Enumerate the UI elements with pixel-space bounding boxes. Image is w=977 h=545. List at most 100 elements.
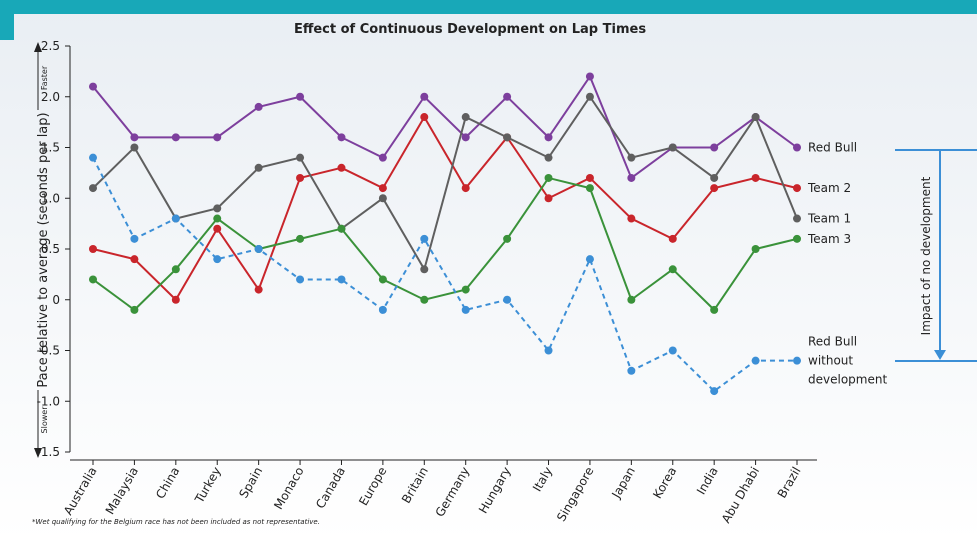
point [461, 133, 470, 142]
y-axis-label: Pace relative to average (seconds per la… [36, 112, 51, 387]
point [627, 153, 636, 162]
point [710, 184, 719, 193]
point [420, 113, 429, 122]
chart-title: Effect of Continuous Development on Lap … [294, 22, 646, 37]
slower-note: Slower [40, 406, 49, 434]
point [627, 366, 636, 375]
series-line [92, 157, 797, 393]
point [213, 133, 222, 142]
point [254, 285, 263, 294]
point [213, 224, 222, 233]
series-line [92, 94, 798, 272]
point [296, 153, 305, 162]
point [544, 194, 553, 203]
point [254, 163, 263, 172]
point [793, 214, 801, 223]
point [668, 234, 677, 243]
footnote: *Wet qualifying for the Belgium race has… [32, 518, 320, 526]
point [130, 133, 139, 142]
point [89, 82, 97, 91]
point [337, 163, 346, 172]
point [378, 305, 387, 314]
faster-note: Faster [40, 65, 49, 90]
point [544, 153, 553, 162]
point [751, 113, 760, 122]
point [420, 234, 429, 243]
point [89, 245, 97, 253]
point [751, 356, 760, 365]
point [793, 356, 801, 365]
point [710, 143, 719, 152]
point [585, 255, 594, 264]
point [254, 102, 263, 111]
point [378, 153, 387, 162]
point [793, 143, 801, 152]
point [378, 184, 387, 193]
point [420, 265, 429, 274]
point [668, 265, 677, 274]
bracket-arrowhead [934, 350, 946, 360]
series-line [92, 74, 798, 180]
point [544, 346, 553, 355]
top-band [0, 0, 977, 14]
slower-arrowhead [34, 448, 42, 458]
point [213, 214, 222, 223]
point [585, 92, 594, 101]
point [378, 194, 387, 203]
y-tick-label: 1.0 [41, 191, 60, 205]
y-tick-label: 2.0 [41, 90, 60, 104]
point [130, 143, 139, 152]
annotation: Impact of no development [919, 176, 933, 335]
y-tick-label: 0.5 [41, 242, 60, 256]
point [668, 346, 677, 355]
point [585, 72, 594, 81]
point [544, 173, 553, 182]
series-line [92, 176, 798, 312]
point [171, 295, 180, 304]
point [296, 275, 305, 284]
point [130, 255, 139, 264]
point [503, 133, 512, 142]
point [710, 387, 719, 396]
series-label: Team 3 [807, 232, 851, 246]
point [627, 295, 636, 304]
point [544, 133, 553, 142]
point [668, 143, 677, 152]
point [213, 255, 222, 264]
point [710, 173, 719, 182]
point [793, 234, 801, 243]
point [296, 234, 305, 243]
point [461, 285, 470, 294]
point [461, 305, 470, 314]
series-label: Red Bull without development [808, 335, 887, 387]
point [627, 214, 636, 223]
point [751, 173, 760, 182]
point [89, 153, 97, 162]
y-tick-label: -0.5 [37, 344, 60, 358]
point [296, 92, 305, 101]
point [627, 173, 636, 182]
point [585, 184, 594, 193]
point [793, 184, 801, 193]
y-tick-label: -1.0 [37, 394, 60, 408]
point [130, 305, 139, 314]
point [461, 184, 470, 193]
y-tick-label: -1.5 [37, 445, 60, 459]
point [254, 245, 263, 253]
point [89, 184, 97, 193]
point [710, 305, 719, 314]
point [751, 245, 760, 253]
point [337, 275, 346, 284]
point [337, 133, 346, 142]
faster-arrowhead [34, 42, 42, 52]
point [378, 275, 387, 284]
series-label: Team 2 [807, 181, 851, 195]
point [89, 275, 97, 284]
point [420, 92, 429, 101]
point [503, 92, 512, 101]
point [461, 113, 470, 122]
series-label: Red Bull [808, 141, 857, 155]
series-line [92, 115, 798, 302]
